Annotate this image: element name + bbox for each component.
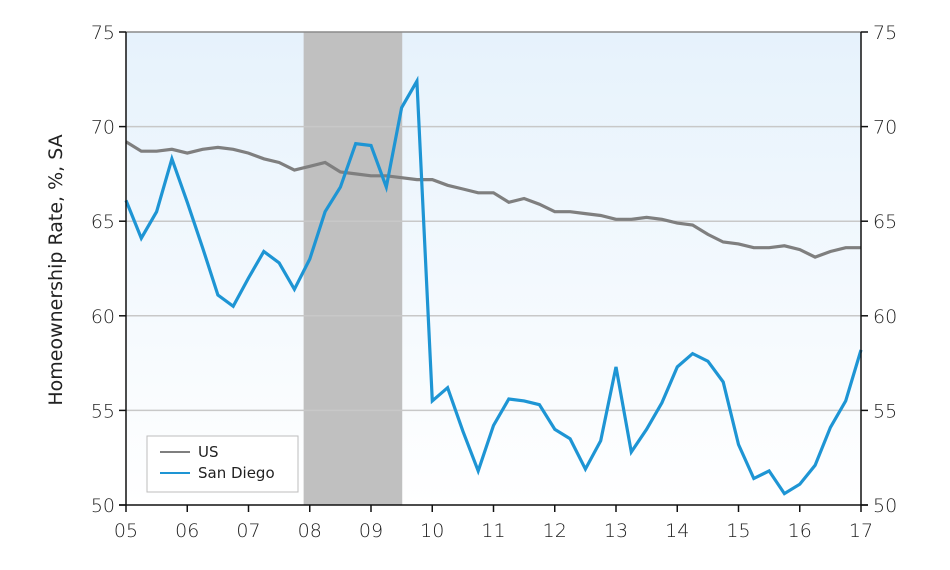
y-tick-label-left: 75 — [91, 22, 115, 44]
x-tick-label: 12 — [543, 520, 567, 542]
x-tick-label: 13 — [604, 520, 628, 542]
x-tick-label: 09 — [359, 520, 383, 542]
y-tick-label-right: 55 — [873, 400, 897, 422]
x-tick-label: 05 — [114, 520, 138, 542]
x-tick-label: 08 — [298, 520, 322, 542]
y-tick-label-right: 75 — [873, 22, 897, 44]
x-tick-label: 16 — [788, 520, 812, 542]
y-tick-label-right: 60 — [873, 306, 897, 328]
y-tick-label-right: 50 — [873, 495, 897, 517]
axes: 50 50 55 55 60 60 65 65 70 70 75 75 05 06 07 08 09 10 11 12… — [91, 22, 897, 542]
plot-area — [126, 32, 861, 505]
legend-label: US — [198, 443, 219, 461]
y-axis-title: Homeownership Rate, %, SA — [45, 134, 67, 405]
y-tick-label-left: 55 — [91, 400, 115, 422]
x-tick-label: 14 — [665, 520, 689, 542]
legend-label: San Diego — [198, 464, 275, 482]
y-tick-label-left: 60 — [91, 306, 115, 328]
legend: US San Diego — [146, 435, 299, 493]
x-tick-label: 07 — [236, 520, 260, 542]
recession-shading — [303, 32, 403, 505]
x-tick-label: 11 — [481, 520, 505, 542]
x-tick-label: 06 — [175, 520, 199, 542]
y-tick-label-right: 65 — [873, 211, 897, 233]
series-us — [125, 140, 861, 259]
series-san-diego — [124, 75, 863, 496]
gridlines — [126, 31, 861, 412]
x-tick-label: 17 — [849, 520, 873, 542]
y-tick-label-right: 70 — [873, 117, 897, 139]
y-tick-label-left: 50 — [91, 495, 115, 517]
legend-box — [146, 435, 299, 493]
y-tick-label-left: 70 — [91, 117, 115, 139]
series-lines — [124, 75, 863, 496]
y-tick-label-left: 65 — [91, 211, 115, 233]
recession-band — [303, 32, 403, 505]
x-tick-label: 10 — [420, 520, 444, 542]
x-tick-label: 15 — [726, 520, 750, 542]
